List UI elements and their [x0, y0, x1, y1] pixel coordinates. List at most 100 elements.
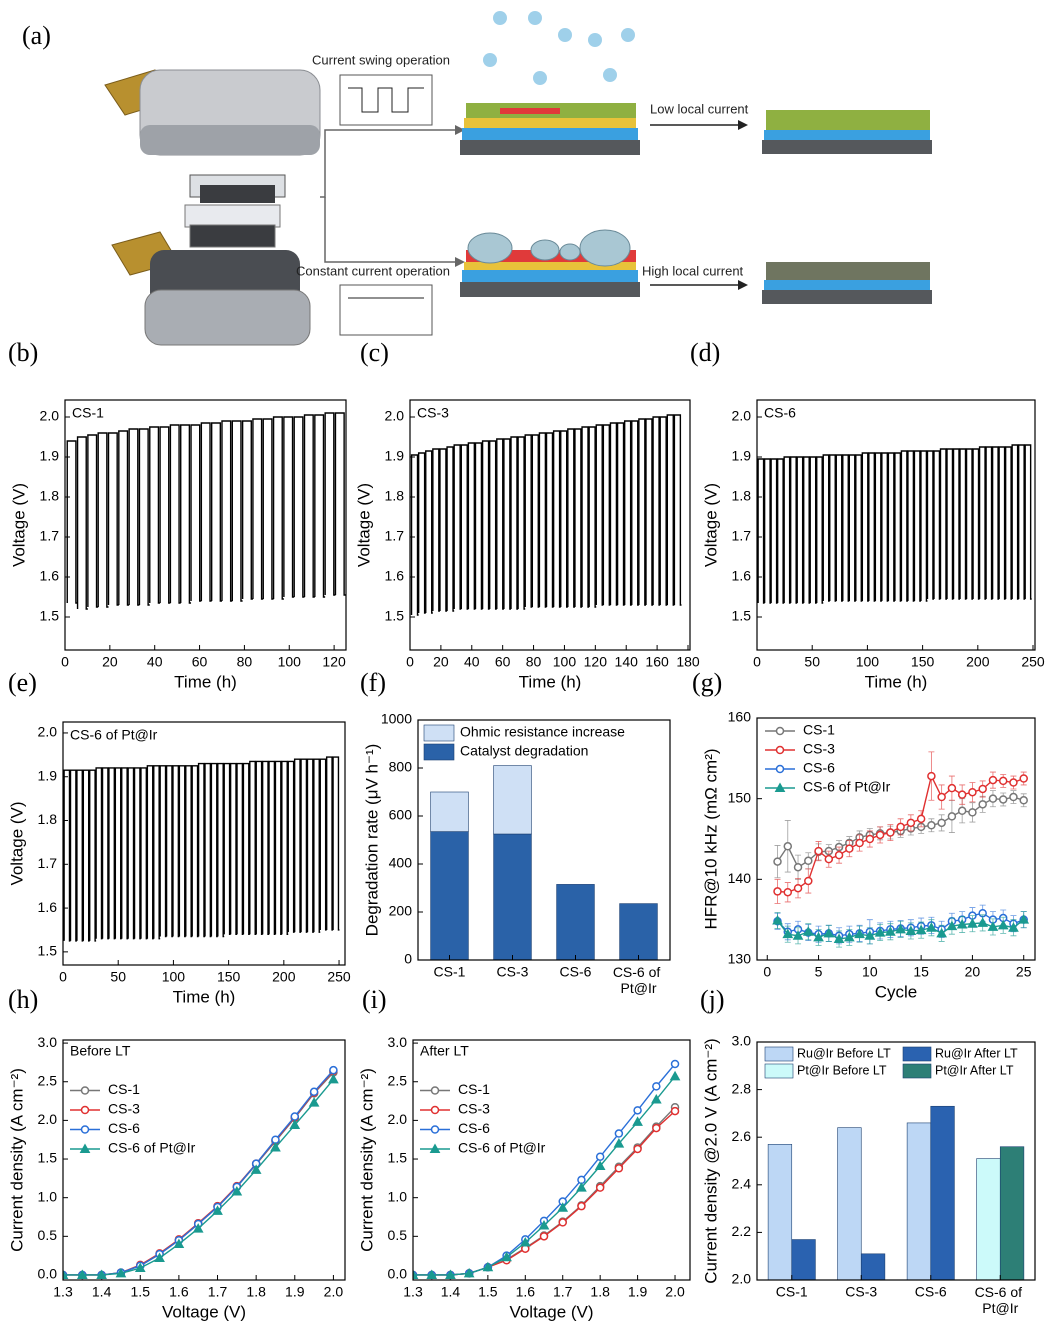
- pulse: [325, 413, 335, 595]
- y-axis-label: Current density @2.0 V (A cm⁻²): [701, 1038, 720, 1283]
- x-tick-label: 50: [804, 654, 820, 670]
- pulse: [980, 447, 987, 599]
- pulse: [539, 433, 546, 607]
- x-tick-label: 1.9: [285, 1284, 305, 1300]
- x-tick-label: 1.7: [208, 1284, 228, 1300]
- marker: [1020, 775, 1027, 782]
- legend-label: CS-6 of Pt@Ir: [803, 779, 891, 795]
- legend-label: CS-3: [803, 741, 835, 757]
- marker: [82, 1087, 89, 1094]
- bar: [768, 1144, 792, 1280]
- pulse: [179, 766, 185, 937]
- marker: [597, 1153, 604, 1160]
- marker: [291, 1113, 298, 1120]
- y-tick-label: 1.7: [732, 528, 752, 544]
- marker: [836, 852, 843, 859]
- annotation: CS-6 of Pt@Ir: [70, 727, 158, 743]
- y-axis-label: HFR@10 kHz (mΩ cm²): [701, 748, 720, 929]
- marker: [671, 1072, 680, 1080]
- x-tick-label: 100: [162, 969, 186, 985]
- marker: [959, 807, 966, 814]
- marker: [928, 822, 935, 829]
- marker: [615, 1165, 622, 1172]
- series-line: [413, 1076, 675, 1275]
- x-tick-label: 80: [526, 654, 542, 670]
- panel-label: (j): [700, 985, 725, 1014]
- legend-label: CS-3: [108, 1101, 140, 1117]
- plot-area: [758, 445, 1032, 603]
- y-tick-label: 2.0: [38, 724, 58, 740]
- membrane: [185, 205, 280, 227]
- x-tick-label: 1.5: [478, 1284, 498, 1300]
- electrode-stack: [460, 230, 640, 297]
- pulse: [222, 421, 232, 601]
- marker: [311, 1088, 318, 1095]
- pulse: [263, 419, 273, 599]
- pulse: [173, 766, 179, 937]
- pulse: [468, 443, 475, 609]
- marker: [999, 921, 1008, 929]
- x-tick-label: 60: [495, 654, 511, 670]
- marker: [989, 795, 996, 802]
- legend-label: Ru@Ir Before LT: [797, 1046, 891, 1060]
- pulse: [211, 764, 217, 937]
- y-tick-label: 1.0: [388, 1188, 408, 1204]
- y-axis-label: Voltage (V): [7, 801, 26, 885]
- y-tick-label: 3.0: [38, 1034, 58, 1050]
- x-tick-label: 80: [237, 654, 253, 670]
- marker: [887, 829, 894, 836]
- legend-label: CS-6 of Pt@Ir: [108, 1140, 196, 1156]
- pulse: [250, 761, 256, 934]
- y-tick-label: 0.0: [388, 1266, 408, 1282]
- y-tick-label: 2.5: [38, 1072, 58, 1088]
- waveform-box: [340, 285, 432, 335]
- x-axis-label: Time (h): [174, 672, 237, 691]
- pulse: [129, 429, 139, 605]
- pulse: [667, 415, 674, 605]
- y-tick-label: 1.5: [38, 1150, 58, 1166]
- legend-label: Ohmic resistance increase: [460, 724, 625, 740]
- pulse: [275, 761, 281, 934]
- pulse: [160, 766, 166, 937]
- pulse: [181, 425, 191, 603]
- pulse: [284, 417, 294, 597]
- x-tick-label: 0: [406, 654, 414, 670]
- panel-label: (h): [8, 985, 38, 1014]
- x-tick-label: 200: [966, 654, 990, 670]
- x-tick-label: 1.6: [516, 1284, 536, 1300]
- plot-frame: [63, 1040, 345, 1280]
- y-tick-label: 2.0: [732, 1271, 752, 1287]
- pulse: [307, 759, 313, 932]
- pulse: [119, 431, 129, 605]
- pulse: [758, 459, 765, 603]
- y-tick-label: 2.0: [388, 1111, 408, 1127]
- y-tick-label: 2.6: [732, 1128, 752, 1144]
- annotation: After LT: [420, 1043, 469, 1059]
- marker: [805, 857, 812, 864]
- pulse: [791, 457, 798, 603]
- marker: [907, 819, 914, 826]
- x-tick-label: 0: [753, 654, 761, 670]
- bar: [838, 1128, 862, 1280]
- pulse: [232, 421, 242, 601]
- arrowhead: [455, 257, 465, 267]
- panel-label: (a): [22, 21, 51, 50]
- x-tick-label: CS-3: [497, 964, 529, 980]
- pulse: [901, 451, 908, 601]
- y-tick-label: 1.9: [38, 767, 58, 783]
- pulse: [475, 443, 482, 609]
- panel-label: (b): [8, 338, 38, 367]
- y-tick-label: 3.0: [732, 1033, 752, 1049]
- x-tick-label: 1.6: [169, 1284, 189, 1300]
- pulse: [765, 459, 772, 603]
- schematic: (a) Current swing operation Constant cur…: [22, 11, 932, 345]
- y-tick-label: 2.0: [385, 408, 405, 424]
- plot-area: [412, 415, 682, 615]
- legend-label: CS-6 of Pt@Ir: [458, 1140, 546, 1156]
- marker: [825, 856, 832, 863]
- x-tick-label: CS-1: [434, 964, 466, 980]
- x-axis-label: Voltage (V): [162, 1302, 246, 1321]
- y-axis-label: Voltage (V): [354, 483, 373, 567]
- arrowhead: [738, 280, 748, 290]
- pulse: [836, 455, 843, 601]
